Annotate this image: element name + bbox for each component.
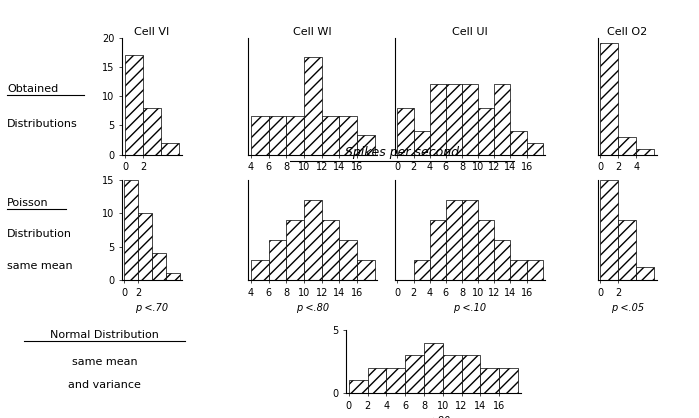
Bar xyxy=(478,220,494,280)
Bar xyxy=(480,368,499,393)
Bar xyxy=(322,116,340,155)
Bar xyxy=(446,84,462,155)
Title: Cell O2: Cell O2 xyxy=(607,27,647,37)
Bar xyxy=(430,220,446,280)
Bar xyxy=(340,116,357,155)
Bar xyxy=(414,131,430,155)
Bar xyxy=(526,260,543,280)
Bar xyxy=(124,180,138,280)
Text: Poisson: Poisson xyxy=(7,198,49,208)
Text: Spikes per second: Spikes per second xyxy=(345,146,459,159)
Bar xyxy=(251,116,268,155)
Bar xyxy=(442,355,461,393)
Text: Distributions: Distributions xyxy=(7,119,78,129)
Bar xyxy=(357,260,375,280)
Bar xyxy=(600,43,619,155)
Text: same mean: same mean xyxy=(72,357,138,367)
Bar xyxy=(161,143,179,155)
Bar xyxy=(636,267,654,280)
Bar xyxy=(461,355,480,393)
Bar xyxy=(304,200,322,280)
Bar xyxy=(619,137,636,155)
Bar xyxy=(619,220,636,280)
Bar xyxy=(304,57,322,155)
Bar xyxy=(268,240,286,280)
Bar xyxy=(510,131,526,155)
Bar xyxy=(138,213,152,280)
Text: p <.05: p <.05 xyxy=(611,303,644,313)
Text: same mean: same mean xyxy=(7,260,73,270)
Text: p <.80: p <.80 xyxy=(296,303,329,313)
Bar xyxy=(405,355,424,393)
Text: Distribution: Distribution xyxy=(7,229,72,239)
Bar xyxy=(340,240,357,280)
Bar xyxy=(499,368,518,393)
Bar xyxy=(251,260,268,280)
Text: and variance: and variance xyxy=(69,380,141,390)
Bar xyxy=(478,108,494,155)
Bar xyxy=(414,260,430,280)
Bar xyxy=(424,343,442,393)
Bar xyxy=(510,260,526,280)
Bar xyxy=(462,84,478,155)
Bar xyxy=(286,220,304,280)
Bar xyxy=(494,240,510,280)
Bar xyxy=(322,220,340,280)
Bar xyxy=(430,84,446,155)
Bar xyxy=(268,116,286,155)
Bar xyxy=(462,200,478,280)
Bar xyxy=(368,368,387,393)
Title: Cell UI: Cell UI xyxy=(452,27,488,37)
Bar xyxy=(166,273,180,280)
Bar xyxy=(349,380,368,393)
Bar xyxy=(143,108,161,155)
Bar xyxy=(387,368,405,393)
Text: Normal Distribution: Normal Distribution xyxy=(50,330,159,339)
Text: p <.10: p <.10 xyxy=(454,303,487,313)
Text: p <.70: p <.70 xyxy=(136,303,168,313)
Text: Obtained: Obtained xyxy=(7,84,58,94)
Title: Cell VI: Cell VI xyxy=(134,27,170,37)
Bar xyxy=(286,116,304,155)
Title: Cell WI: Cell WI xyxy=(294,27,332,37)
Bar xyxy=(636,149,654,155)
Bar xyxy=(600,180,619,280)
Bar xyxy=(125,55,143,155)
Bar xyxy=(526,143,543,155)
Bar xyxy=(152,253,166,280)
Bar xyxy=(397,108,414,155)
Bar xyxy=(357,135,375,155)
Bar xyxy=(446,200,462,280)
Text: p <.80: p <.80 xyxy=(417,416,450,418)
Bar xyxy=(494,84,510,155)
